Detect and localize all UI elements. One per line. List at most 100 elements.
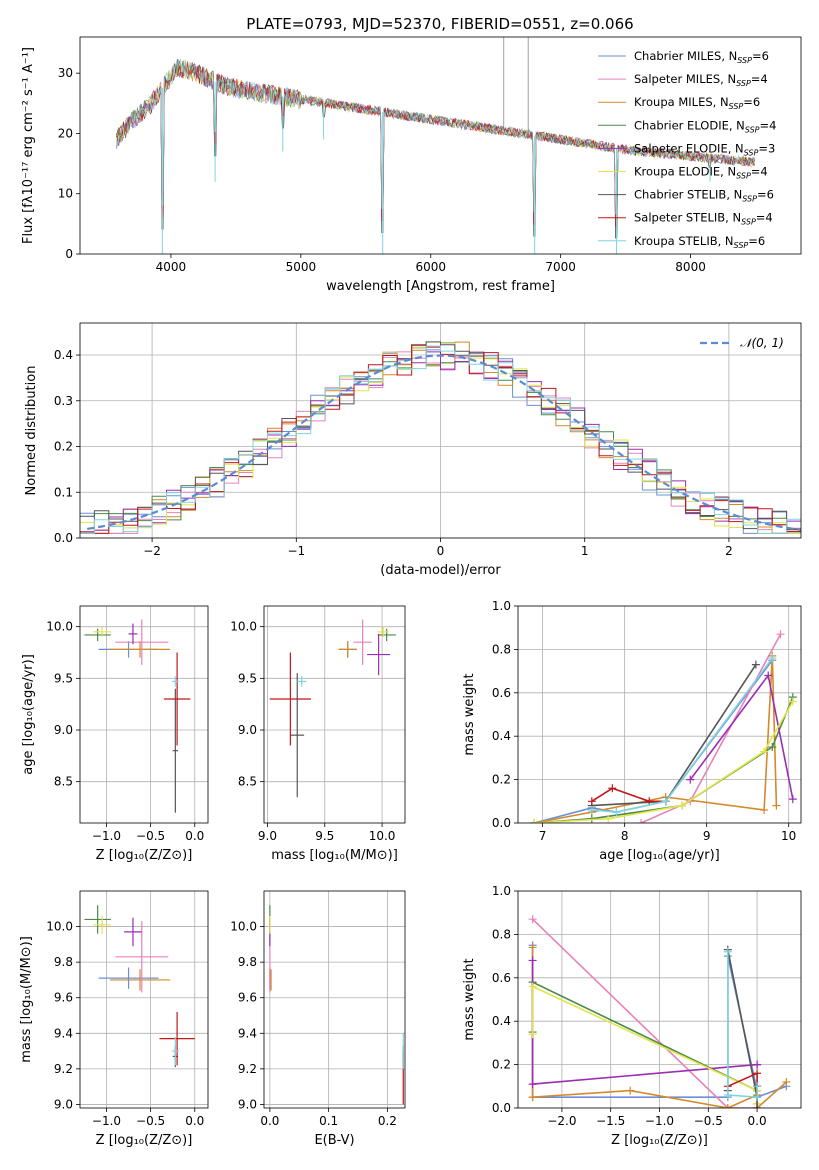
y-tick-label: 9.0 — [238, 1097, 257, 1111]
point-salpeter-stelib — [163, 652, 191, 746]
y-tick-label: 0.6 — [492, 971, 511, 985]
x-axis-label: age [log₁₀(age/yr)] — [599, 848, 720, 863]
legend-entry: Kroupa STELIB, NSSP=6 — [634, 234, 765, 250]
legend-entry: Chabrier MILES, NSSP=6 — [634, 49, 769, 65]
y-axis-label: mass [log₁₀(M/M⊙)] — [19, 936, 34, 1063]
data-marker — [604, 814, 613, 823]
series-line — [534, 696, 794, 823]
y-tick-label: 0.0 — [492, 1101, 511, 1115]
y-tick-label: 30 — [58, 66, 73, 80]
x-tick-label: −0.5 — [136, 1114, 165, 1128]
x-tick-label: 7000 — [545, 260, 576, 274]
plot-area-spectrum — [116, 37, 756, 254]
point-kroupa-stelib — [171, 1036, 179, 1066]
point-kroupa-stelib — [297, 676, 307, 687]
point-kroupa-miles — [110, 641, 171, 658]
legend-entry: Kroupa ELODIE, NSSP=4 — [634, 165, 768, 181]
x-axis-label: Z [log₁₀(Z/Z⊙)] — [96, 848, 193, 863]
plot-area-residual-histogram — [80, 323, 801, 538]
x-axis-label: Z [log₁₀(Z/Z⊙)] — [611, 1133, 708, 1148]
x-tick-label: −1 — [287, 544, 305, 558]
legend-entry: Salpeter MILES, NSSP=4 — [634, 72, 768, 88]
x-tick-label: 0.2 — [378, 1114, 397, 1128]
y-tick-label: 0.2 — [492, 773, 511, 787]
y-axis-label: Normed distribution — [24, 366, 39, 496]
y-tick-label: 10.0 — [46, 920, 73, 934]
data-marker — [772, 801, 781, 810]
histogram-chabrier-stelib — [80, 341, 801, 531]
point-salpeter-miles — [115, 921, 169, 993]
plot-area-mass-vs-metallicity — [80, 891, 208, 1108]
data-marker — [753, 1060, 762, 1069]
panel-residual-histogram: −2 −1 0 1 2 0.0 0.1 0.2 0.3 0.4 (data-model)/error… — [24, 322, 802, 578]
data-marker — [626, 1086, 635, 1095]
data-marker — [637, 819, 646, 823]
x-tick-label: 0.0 — [185, 829, 204, 843]
x-tick-label: 0 — [437, 544, 445, 558]
y-tick-label: 9.4 — [54, 1026, 73, 1040]
x-tick-label: −2 — [143, 544, 161, 558]
point-salpeter-elodie — [128, 623, 138, 645]
series-line — [532, 918, 758, 1108]
data-marker — [645, 797, 654, 806]
data-marker — [723, 1104, 732, 1108]
series-line — [534, 655, 778, 823]
y-tick-label: 1.0 — [492, 599, 511, 613]
point-kroupa-elodie — [93, 626, 111, 637]
x-tick-label: 2 — [725, 544, 733, 558]
data-marker — [753, 1082, 762, 1091]
y-tick-label: 10.0 — [46, 620, 73, 634]
y-axis-label: Flux [fλ10⁻¹⁷ erg cm⁻² s⁻¹ A⁻¹] — [21, 47, 36, 244]
data-marker — [530, 819, 539, 823]
point-chabrier-stelib — [172, 688, 178, 813]
normal-curve — [87, 354, 801, 532]
y-tick-label: 8.5 — [54, 775, 73, 789]
x-tick-label: 8000 — [675, 260, 706, 274]
axes-frame — [263, 890, 406, 1109]
point-kroupa-stelib — [171, 676, 179, 687]
x-tick-label: −0.5 — [694, 1114, 723, 1128]
y-tick-label: 0.4 — [54, 348, 73, 362]
x-tick-label: 0.0 — [748, 1114, 767, 1128]
data-marker — [608, 784, 617, 793]
series-line — [534, 659, 773, 823]
data-marker — [723, 947, 732, 956]
data-marker — [788, 697, 797, 706]
point-chabrier-stelib — [290, 673, 305, 798]
y-tick-label: 0.2 — [54, 440, 73, 454]
series-salpeter-miles — [528, 915, 762, 1108]
x-tick-label: 1 — [581, 544, 589, 558]
panel-age-vs-metallicity: −1.0 −0.5 0.0 8.5 9.0 9.5 10.0 Z [log₁₀(Z/Z⊙)] a… — [21, 605, 209, 863]
x-tick-label: 10 — [781, 829, 796, 843]
y-tick-label: 9.8 — [54, 955, 73, 969]
data-marker — [768, 654, 777, 663]
x-axis-label: E(B-V) — [314, 1133, 354, 1148]
x-tick-label: 9 — [703, 829, 711, 843]
data-marker — [782, 1077, 791, 1086]
panel-age-vs-mass: 9.0 9.5 10.0 8.5 9.0 9.5 10.0 mass [log₁₀(M/M⊙)… — [230, 605, 406, 863]
y-tick-label: 9.2 — [238, 1062, 257, 1076]
data-marker — [678, 801, 687, 810]
x-axis-label: wavelength [Angstrom, rest frame] — [326, 279, 555, 294]
y-tick-label: 0.1 — [54, 485, 73, 499]
point-salpeter-miles — [115, 619, 169, 665]
series-chabrier-elodie — [528, 978, 762, 1108]
x-tick-label: 9.5 — [315, 829, 334, 843]
series-kroupa-stelib — [587, 654, 777, 817]
panel-mass-weight-vs-age: 7 8 9 10 0.0 0.2 0.4 0.6 0.8 1.0 age [log₁₀(age/yr… — [462, 599, 802, 863]
y-axis-label: mass weight — [462, 958, 477, 1040]
data-marker — [612, 808, 621, 817]
series-salpeter-elodie — [528, 956, 762, 1089]
series-chabrier-stelib — [587, 660, 760, 810]
series-salpeter-miles — [637, 630, 785, 823]
series-line — [531, 980, 758, 1104]
series-line — [534, 701, 794, 823]
data-marker — [686, 775, 695, 784]
point-chabrier-elodie — [84, 628, 111, 642]
y-tick-label: 0.8 — [492, 927, 511, 941]
x-tick-label: 0.0 — [260, 1114, 279, 1128]
series-line — [727, 951, 758, 1099]
y-tick-label: 0.8 — [492, 642, 511, 656]
plot-area-age-vs-mass — [264, 606, 405, 823]
